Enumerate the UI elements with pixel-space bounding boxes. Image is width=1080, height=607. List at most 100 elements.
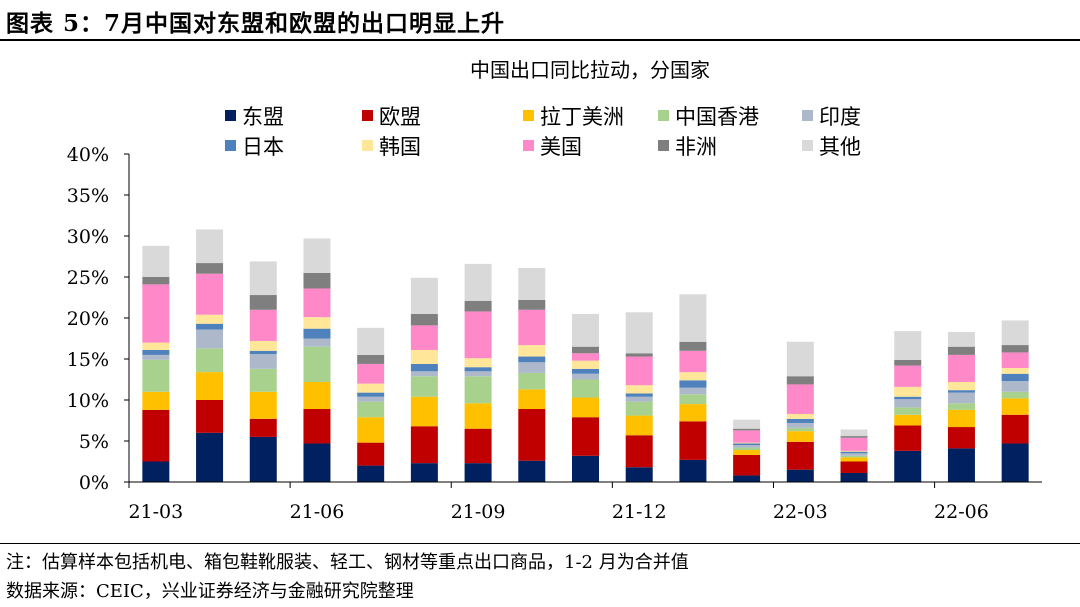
bar-segment bbox=[142, 354, 170, 360]
bar-segment bbox=[464, 428, 492, 464]
bar-segment bbox=[464, 371, 492, 377]
y-tick-label: 20% bbox=[67, 308, 109, 330]
bar-segment bbox=[572, 313, 599, 347]
legend-label: 日本 bbox=[242, 135, 284, 159]
bar-segment bbox=[786, 384, 814, 414]
bar-segment bbox=[249, 436, 277, 482]
x-tick-label: 21-06 bbox=[290, 501, 345, 523]
y-tick-label: 40% bbox=[67, 144, 109, 166]
legend-swatch bbox=[658, 110, 669, 121]
y-axis: 0% 5% 10% 15% 20% 25% 30% 35% 40% bbox=[67, 144, 130, 494]
bar-segment bbox=[464, 463, 492, 482]
bar-segment bbox=[357, 396, 385, 402]
bar-segment bbox=[357, 401, 385, 418]
bar-segment bbox=[572, 373, 599, 380]
bar-segment bbox=[733, 454, 761, 476]
bar-segment bbox=[733, 442, 761, 444]
bar-segment bbox=[947, 392, 975, 404]
y-tick-label: 5% bbox=[79, 431, 109, 453]
x-tick-label: 22-06 bbox=[934, 501, 989, 523]
bar-segment bbox=[786, 376, 814, 385]
legend-label: 美国 bbox=[540, 135, 582, 159]
bar-segment bbox=[142, 409, 170, 462]
bar-segment bbox=[572, 368, 599, 374]
chart-title: 中国出口同比拉动，分国家 bbox=[470, 58, 710, 82]
bar-segment bbox=[410, 349, 438, 364]
bar-segment bbox=[786, 413, 814, 419]
legend-swatch bbox=[362, 140, 373, 151]
bar-segment bbox=[1001, 368, 1029, 374]
bar-segment bbox=[249, 350, 277, 355]
bar-segment bbox=[947, 448, 975, 482]
bar-segment bbox=[947, 331, 975, 347]
bar-segment bbox=[679, 404, 707, 422]
bar-segment bbox=[572, 360, 599, 369]
bar-segment bbox=[410, 313, 438, 326]
bar-segment bbox=[679, 459, 707, 482]
bar-segment bbox=[894, 407, 922, 415]
bar-segment bbox=[894, 386, 922, 397]
bar-segment bbox=[894, 425, 922, 451]
bar-segment bbox=[894, 414, 922, 426]
bar-segment bbox=[1001, 345, 1029, 353]
bar-segment bbox=[625, 385, 653, 394]
bar-segment bbox=[464, 311, 492, 359]
bar-segment bbox=[518, 362, 546, 373]
bar-segment bbox=[196, 273, 224, 315]
bar-segment bbox=[572, 417, 599, 456]
bar-segment bbox=[625, 312, 653, 354]
bar-segment bbox=[518, 409, 546, 461]
y-tick-label: 25% bbox=[67, 267, 109, 289]
bar-segment bbox=[1001, 398, 1029, 415]
bar-segment bbox=[464, 358, 492, 368]
bar-segment bbox=[518, 299, 546, 310]
bar-segment bbox=[679, 350, 707, 373]
bar-segment bbox=[249, 309, 277, 341]
bar-segment bbox=[303, 381, 331, 410]
bar-segment bbox=[142, 342, 170, 350]
legend-label: 中国香港 bbox=[675, 105, 759, 129]
bar-segment bbox=[249, 418, 277, 437]
bar-segment bbox=[894, 359, 922, 366]
legend-label: 韩国 bbox=[379, 135, 421, 159]
bar-segment bbox=[786, 441, 814, 470]
bar-segment bbox=[249, 391, 277, 419]
legend-swatch bbox=[225, 140, 236, 151]
legend-swatch bbox=[225, 110, 236, 121]
bar-segment bbox=[518, 267, 546, 300]
bar-segment bbox=[196, 400, 224, 433]
bar-segment bbox=[196, 323, 224, 330]
bar-segment bbox=[733, 419, 761, 429]
bar-segment bbox=[840, 472, 868, 482]
bar-segment bbox=[518, 460, 546, 482]
bar-segment bbox=[196, 348, 224, 373]
bar-segment bbox=[357, 354, 385, 364]
legend-swatch bbox=[523, 140, 534, 151]
bar-segment bbox=[1001, 391, 1029, 399]
bar-segment bbox=[786, 422, 814, 428]
bar-segment bbox=[410, 376, 438, 397]
title-divider bbox=[0, 39, 1080, 41]
bar-segment bbox=[303, 317, 331, 329]
bar-segment bbox=[357, 383, 385, 393]
note-divider bbox=[0, 543, 1080, 544]
x-tick-label: 21-09 bbox=[451, 501, 506, 523]
bar-segment bbox=[625, 396, 653, 402]
bar-segment bbox=[786, 418, 814, 423]
legend-label: 拉丁美洲 bbox=[540, 105, 624, 129]
legend-label: 非洲 bbox=[675, 135, 717, 159]
bar-segment bbox=[786, 341, 814, 377]
bar-segment bbox=[249, 368, 277, 392]
legend-swatch bbox=[802, 110, 813, 121]
bar-segment bbox=[786, 427, 814, 432]
bar-segment bbox=[572, 379, 599, 398]
bar-segment bbox=[894, 365, 922, 387]
bar-segment bbox=[572, 455, 599, 482]
bar-segment bbox=[840, 451, 868, 454]
bar-segment bbox=[840, 461, 868, 473]
bar-segment bbox=[733, 430, 761, 443]
bar-segment bbox=[142, 391, 170, 410]
bar-segment bbox=[840, 436, 868, 438]
bar-segment bbox=[249, 340, 277, 351]
